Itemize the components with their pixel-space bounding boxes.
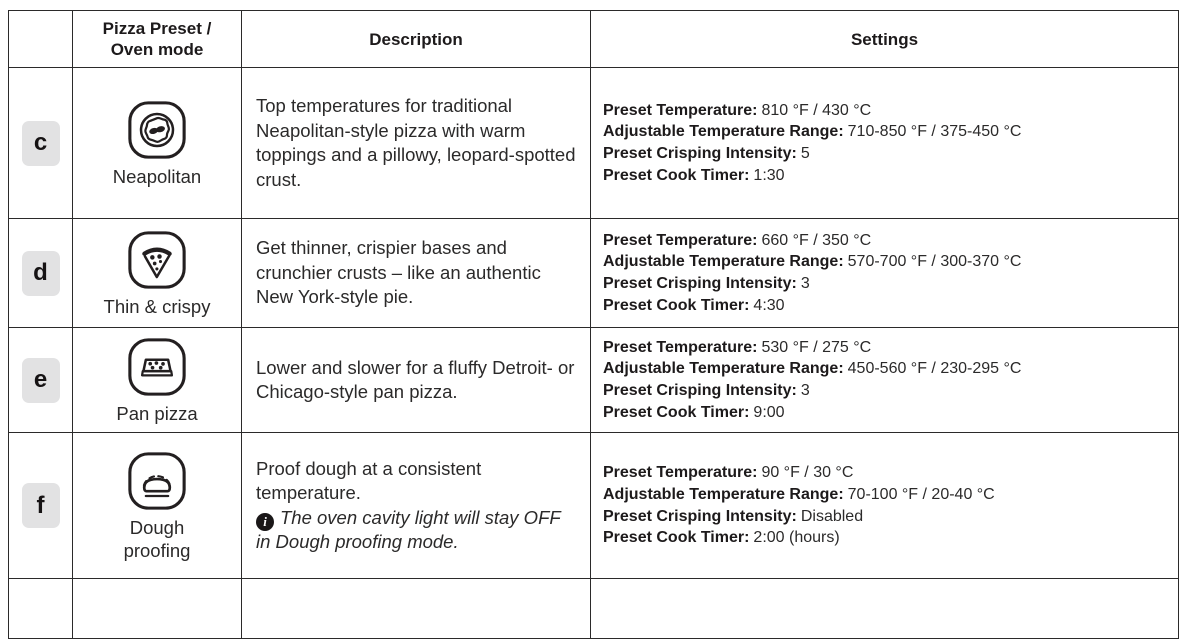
description-text: Lower and slower for a fluffy Detroit- o… bbox=[256, 356, 575, 403]
setting-label: Preset Temperature: bbox=[603, 338, 758, 356]
mode-label: Thin & crispy bbox=[103, 295, 211, 317]
setting-value: 4:30 bbox=[753, 296, 785, 314]
description-cell: Lower and slower for a fluffy Detroit- o… bbox=[241, 327, 591, 433]
header-key bbox=[8, 10, 73, 68]
table-row-thin-crispy: d Thin & crispy Get thinner, crispier ba… bbox=[8, 218, 1179, 328]
key-badge-c: c bbox=[21, 120, 60, 166]
description-cell: Get thinner, crispier bases and crunchie… bbox=[241, 218, 591, 328]
description-text: Get thinner, crispier bases and crunchie… bbox=[256, 237, 541, 308]
setting-label: Adjustable Temperature Range: bbox=[603, 123, 844, 141]
setting-label: Adjustable Temperature Range: bbox=[603, 360, 844, 378]
setting-value: 1:30 bbox=[753, 166, 785, 184]
description-cell: Top temperatures for traditional Neapoli… bbox=[241, 67, 591, 219]
key-badge-f: f bbox=[21, 483, 60, 528]
neapolitan-pizza-icon bbox=[128, 100, 186, 159]
setting-value: 90 °F / 30 °C bbox=[761, 464, 854, 482]
info-icon: i bbox=[256, 512, 274, 531]
setting-label: Preset Cook Timer: bbox=[603, 296, 750, 314]
table-row-pan-pizza: e Pan pizza Lower and slower for a fluff… bbox=[8, 327, 1179, 433]
setting-label: Preset Temperature: bbox=[603, 464, 758, 482]
note-text: The oven cavity light will stay OFF in D… bbox=[256, 506, 561, 553]
setting-value: 70-100 °F / 20-40 °C bbox=[847, 485, 995, 503]
setting-label: Preset Crisping Intensity: bbox=[603, 145, 797, 162]
mode-cell: Neapolitan bbox=[72, 67, 242, 219]
setting-value: Disabled bbox=[800, 507, 864, 525]
table-row-dough-proofing: f Dough proofing Proof dough at a consis… bbox=[8, 432, 1179, 579]
setting-value: 3 bbox=[800, 275, 810, 292]
table-row-neapolitan: c Neapolitan Top temperatures for tradit… bbox=[8, 67, 1179, 219]
description-text: Proof dough at a consistent temperature. bbox=[256, 457, 482, 504]
setting-label: Preset Crisping Intensity: bbox=[603, 507, 797, 525]
header-pizza-preset-line1: Pizza Preset / bbox=[102, 19, 212, 38]
key-cell: f bbox=[8, 432, 73, 579]
settings-cell: Preset Temperature: 810 °F / 430 °C Adjus… bbox=[590, 67, 1179, 219]
key-cell: e bbox=[8, 327, 73, 433]
setting-value: 5 bbox=[800, 145, 810, 162]
setting-value: 450-560 °F / 230-295 °C bbox=[847, 360, 1022, 378]
dough-proofing-icon bbox=[128, 451, 186, 510]
setting-value: 710-850 °F / 375-450 °C bbox=[847, 123, 1022, 141]
setting-value: 9:00 bbox=[753, 403, 785, 421]
mode-cell: Dough proofing bbox=[72, 432, 242, 579]
setting-label: Preset Temperature: bbox=[603, 101, 758, 119]
setting-value: 810 °F / 430 °C bbox=[761, 101, 872, 119]
setting-label: Preset Cook Timer: bbox=[603, 403, 750, 421]
setting-label: Preset Temperature: bbox=[603, 231, 758, 249]
pan-pizza-icon bbox=[128, 337, 186, 396]
description-text: Top temperatures for traditional Neapoli… bbox=[256, 95, 576, 190]
setting-value: 2:00 (hours) bbox=[753, 529, 840, 547]
settings-cell: Preset Temperature: 660 °F / 350 °C Adjus… bbox=[590, 218, 1179, 328]
mode-label: Neapolitan bbox=[112, 165, 202, 187]
settings-cell: Preset Temperature: 530 °F / 275 °C Adjus… bbox=[590, 327, 1179, 433]
key-badge-e: e bbox=[21, 357, 60, 403]
key-cell: c bbox=[8, 67, 73, 219]
setting-label: Preset Crisping Intensity: bbox=[603, 275, 797, 292]
header-pizza-preset-line2: Oven mode bbox=[110, 40, 204, 59]
header-description: Description bbox=[241, 10, 591, 68]
pizza-preset-table: Pizza Preset / Oven mode Description Set… bbox=[8, 10, 1179, 639]
pizza-slice-icon bbox=[128, 230, 186, 289]
settings-cell: Preset Temperature: 90 °F / 30 °C Adjusta… bbox=[590, 432, 1179, 579]
key-cell: d bbox=[8, 218, 73, 328]
setting-label: Preset Crisping Intensity: bbox=[603, 382, 797, 399]
table-header-row: Pizza Preset / Oven mode Description Set… bbox=[8, 10, 1179, 68]
mode-cell: Thin & crispy bbox=[72, 218, 242, 328]
setting-value: 530 °F / 275 °C bbox=[761, 338, 872, 356]
settings-cell bbox=[590, 578, 1179, 639]
header-settings: Settings bbox=[590, 10, 1179, 68]
mode-cell bbox=[72, 578, 242, 639]
description-cell: Proof dough at a consistent temperature.… bbox=[241, 432, 591, 579]
setting-label: Preset Cook Timer: bbox=[603, 166, 750, 184]
setting-value: 570-700 °F / 300-370 °C bbox=[847, 253, 1022, 271]
table-row-partial bbox=[8, 578, 1179, 639]
setting-value: 660 °F / 350 °C bbox=[761, 231, 872, 249]
setting-label: Preset Cook Timer: bbox=[603, 529, 750, 547]
key-badge-d: d bbox=[21, 250, 60, 296]
setting-value: 3 bbox=[800, 382, 810, 399]
setting-label: Adjustable Temperature Range: bbox=[603, 253, 844, 271]
description-note: i The oven cavity light will stay OFF in … bbox=[256, 506, 578, 555]
mode-label: Pan pizza bbox=[116, 402, 198, 424]
mode-label: Dough proofing bbox=[123, 516, 191, 561]
key-cell bbox=[8, 578, 73, 639]
mode-cell: Pan pizza bbox=[72, 327, 242, 433]
header-pizza-preset: Pizza Preset / Oven mode bbox=[72, 10, 242, 68]
description-cell bbox=[241, 578, 591, 639]
setting-label: Adjustable Temperature Range: bbox=[603, 485, 844, 503]
